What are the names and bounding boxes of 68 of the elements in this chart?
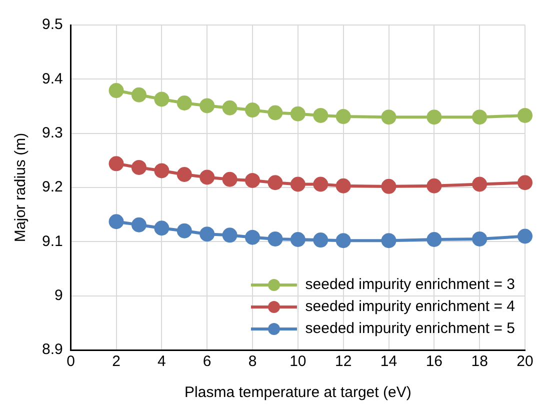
y-tick-label: 9.4 <box>42 70 63 88</box>
point <box>176 167 192 182</box>
point <box>381 178 396 194</box>
x-tick-label: 4 <box>158 353 166 370</box>
legend-label: seeded impurity enrichment = 3 <box>305 275 515 295</box>
point <box>154 163 170 178</box>
point <box>313 108 328 123</box>
point <box>108 156 124 172</box>
point <box>472 176 488 192</box>
legend-label: seeded impurity enrichment = 4 <box>305 297 515 317</box>
y-tick-label: 9 <box>54 286 63 304</box>
point <box>336 178 351 194</box>
x-tick-label: 2 <box>112 353 120 370</box>
point <box>176 223 192 238</box>
x-tick-label: 10 <box>290 353 306 370</box>
point <box>154 220 170 236</box>
point <box>200 98 215 114</box>
point <box>268 231 283 246</box>
point <box>131 87 146 102</box>
point <box>108 83 124 98</box>
x-tick-label: 8 <box>248 353 257 370</box>
point <box>290 106 306 122</box>
y-tick-label: 9.2 <box>42 178 63 196</box>
y-tick-label: 9.3 <box>42 124 63 142</box>
point <box>268 175 283 190</box>
point <box>222 172 238 187</box>
point <box>472 110 488 125</box>
x-tick-label: 16 <box>426 353 443 370</box>
point <box>245 102 260 118</box>
point <box>131 217 146 232</box>
x-axis-title: Plasma temperature at target (eV) <box>184 384 412 402</box>
y-axis-title: Major radius (m) <box>12 132 30 242</box>
point <box>313 176 328 192</box>
x-tick-label: 14 <box>380 353 398 370</box>
x-tick-label: 0 <box>66 353 76 370</box>
point <box>200 226 215 242</box>
y-tick-label: 8.9 <box>42 341 63 358</box>
point <box>222 100 238 116</box>
point <box>245 172 260 188</box>
point <box>426 232 442 247</box>
x-tick-label: 6 <box>202 353 212 370</box>
point <box>200 170 215 185</box>
point <box>518 228 532 244</box>
y-tick-label: 9.1 <box>42 232 63 250</box>
point <box>336 233 351 248</box>
point <box>290 176 306 192</box>
point <box>426 110 442 125</box>
point <box>131 160 146 175</box>
point <box>381 233 396 248</box>
legend-label: seeded impurity enrichment = 5 <box>305 319 515 339</box>
x-tick-label: 12 <box>334 353 352 370</box>
point <box>290 232 306 247</box>
x-tick-label: 20 <box>516 353 534 370</box>
point <box>154 92 170 107</box>
x-tick-label: 18 <box>471 353 488 370</box>
point <box>518 175 532 190</box>
point <box>313 232 328 248</box>
point <box>108 214 124 230</box>
point <box>518 108 532 123</box>
point <box>176 96 192 110</box>
point <box>472 231 488 246</box>
y-tick-label: 9.5 <box>42 16 63 34</box>
point <box>426 178 442 194</box>
point <box>222 228 238 243</box>
point <box>336 109 351 124</box>
point <box>245 230 260 245</box>
point <box>381 110 396 125</box>
point <box>268 105 283 120</box>
